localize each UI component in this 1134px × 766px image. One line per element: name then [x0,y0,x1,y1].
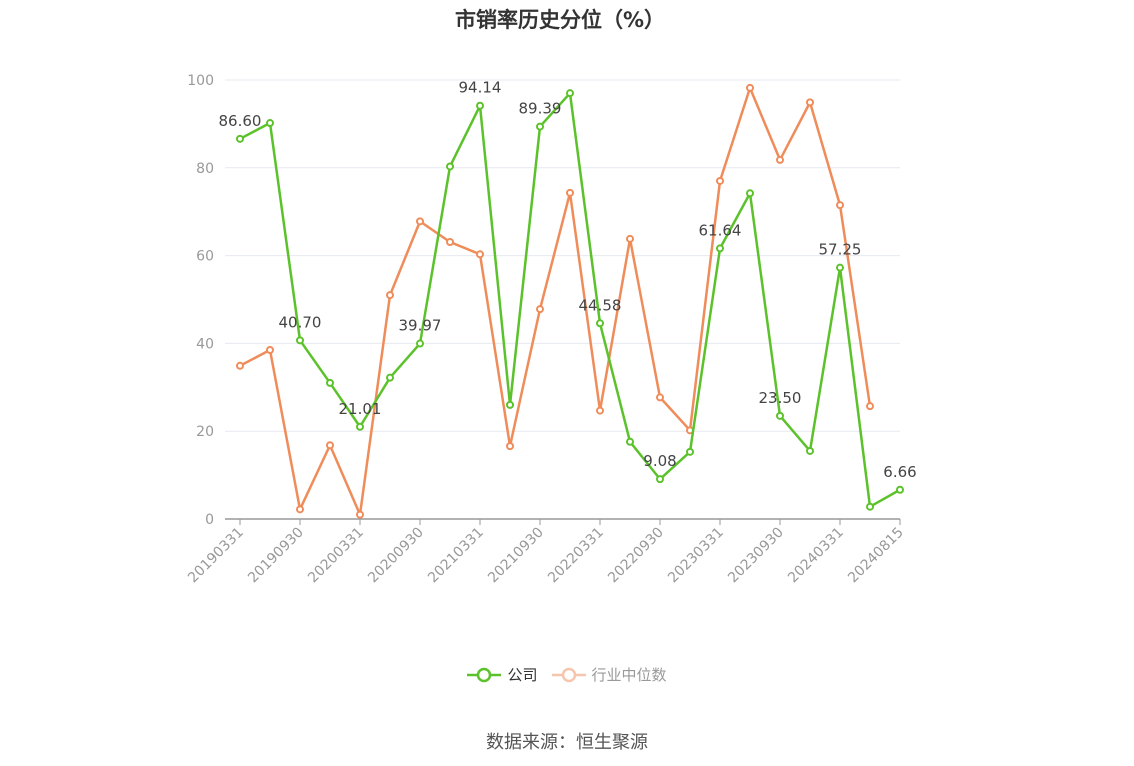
data-point-industry-median[interactable] [536,305,544,314]
data-point-industry-median[interactable] [356,510,364,519]
x-tick-label: 20220930 [605,525,667,587]
data-point-company[interactable] [566,89,574,98]
data-point-company[interactable] [746,189,754,198]
x-tick-label: 20230331 [665,525,727,587]
legend-item-industry-median[interactable]: 行业中位数 [551,664,667,685]
x-tick-label: 20190930 [245,525,307,587]
x-tick-label: 20240815 [845,525,907,587]
chart-title: 市销率历史分位（%） [454,8,666,32]
data-point-industry-median[interactable] [506,442,514,451]
data-point-company[interactable] [506,400,514,409]
x-tick-label: 20220331 [545,525,607,587]
data-point-company[interactable] [326,378,334,387]
data-label: 6.66 [883,463,916,481]
data-point-company[interactable] [626,437,634,446]
data-point-company[interactable] [476,101,484,110]
data-point-industry-median[interactable] [656,393,664,402]
data-point-company[interactable] [266,119,274,128]
data-point-company[interactable] [806,446,814,455]
data-point-company[interactable] [896,485,904,494]
data-point-company[interactable] [776,411,784,420]
data-label: 61.64 [699,221,742,239]
data-label: 40.70 [279,313,322,331]
x-tick-label: 20190331 [185,525,247,587]
chart-plot: 0 20 40 60 80 100 2019033120190930202003312020… [185,73,917,587]
series-layer [236,83,904,519]
x-tick-label: 20200331 [305,525,367,587]
x-tick-label: 20240331 [785,525,847,587]
data-point-industry-median[interactable] [776,155,784,164]
data-point-company[interactable] [356,422,364,431]
y-tick-label: 60 [196,249,214,265]
legend-label-industry-median: 行业中位数 [591,666,667,684]
grid-layer [225,79,900,432]
data-point-industry-median[interactable] [446,237,454,246]
data-point-industry-median[interactable] [596,406,604,415]
data-point-industry-median[interactable] [416,217,424,226]
data-label: 9.08 [643,452,676,470]
data-point-industry-median[interactable] [236,361,244,370]
y-tick-label: 100 [187,73,214,89]
data-label: 94.14 [459,79,502,97]
data-point-industry-median[interactable] [296,505,304,514]
data-point-company[interactable] [686,447,694,456]
data-point-industry-median[interactable] [806,98,814,107]
data-label: 89.39 [519,100,562,118]
data-point-industry-median[interactable] [716,176,724,185]
x-tick-label: 20200930 [365,525,427,587]
data-point-industry-median[interactable] [866,402,874,411]
legend-marker-industry-median [551,667,586,682]
data-label: 23.50 [759,389,802,407]
y-tick-label: 0 [205,512,214,528]
data-point-industry-median[interactable] [386,291,394,300]
data-point-company[interactable] [446,162,454,171]
data-point-company[interactable] [416,339,424,348]
data-point-industry-median[interactable] [566,188,574,197]
data-point-company[interactable] [296,336,304,345]
data-point-company[interactable] [656,475,664,484]
data-point-company[interactable] [596,319,604,328]
series-line-company [239,91,901,508]
x-tick-label: 20210930 [485,525,547,587]
series-line-industry-median [239,86,872,516]
legend-item-company[interactable]: 公司 [467,664,538,685]
y-tick-label: 40 [196,336,214,352]
data-source-note: 数据来源：恒生聚源 [486,732,648,753]
data-point-industry-median[interactable] [476,250,484,259]
data-point-company[interactable] [836,263,844,272]
data-label: 57.25 [819,241,862,259]
legend-marker-company [467,667,502,682]
data-point-industry-median[interactable] [326,441,334,450]
data-label: 39.97 [399,317,442,335]
data-point-company[interactable] [716,244,724,253]
y-tick-label: 20 [196,424,214,440]
data-point-company[interactable] [536,122,544,131]
legend: 公司 行业中位数 [0,664,1134,685]
data-label: 21.01 [339,400,382,418]
data-point-company[interactable] [236,134,244,143]
data-point-company[interactable] [866,502,874,511]
legend-label-company: 公司 [507,666,538,684]
y-tick-label: 80 [196,161,214,177]
data-point-industry-median[interactable] [266,345,274,354]
data-point-industry-median[interactable] [836,201,844,210]
data-point-company[interactable] [386,373,394,382]
data-label: 44.58 [579,296,622,314]
data-point-industry-median[interactable] [746,83,754,92]
label-layer: 86.60 40.70 21.01 39.97 94.14 89.39 44.58 9.08 6… [219,79,917,481]
x-tick-label: 20210331 [425,525,487,587]
data-point-industry-median[interactable] [626,234,634,243]
x-tick-label: 20230930 [725,525,787,587]
data-label: 86.60 [219,112,262,130]
